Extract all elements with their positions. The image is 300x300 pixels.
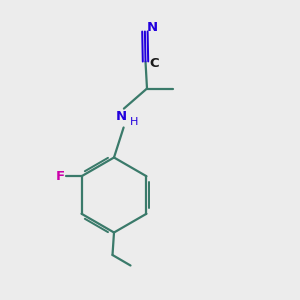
Text: H: H: [130, 117, 138, 128]
Text: N: N: [116, 110, 127, 124]
Text: F: F: [56, 170, 65, 183]
Text: C: C: [149, 57, 159, 70]
Text: N: N: [147, 21, 158, 34]
